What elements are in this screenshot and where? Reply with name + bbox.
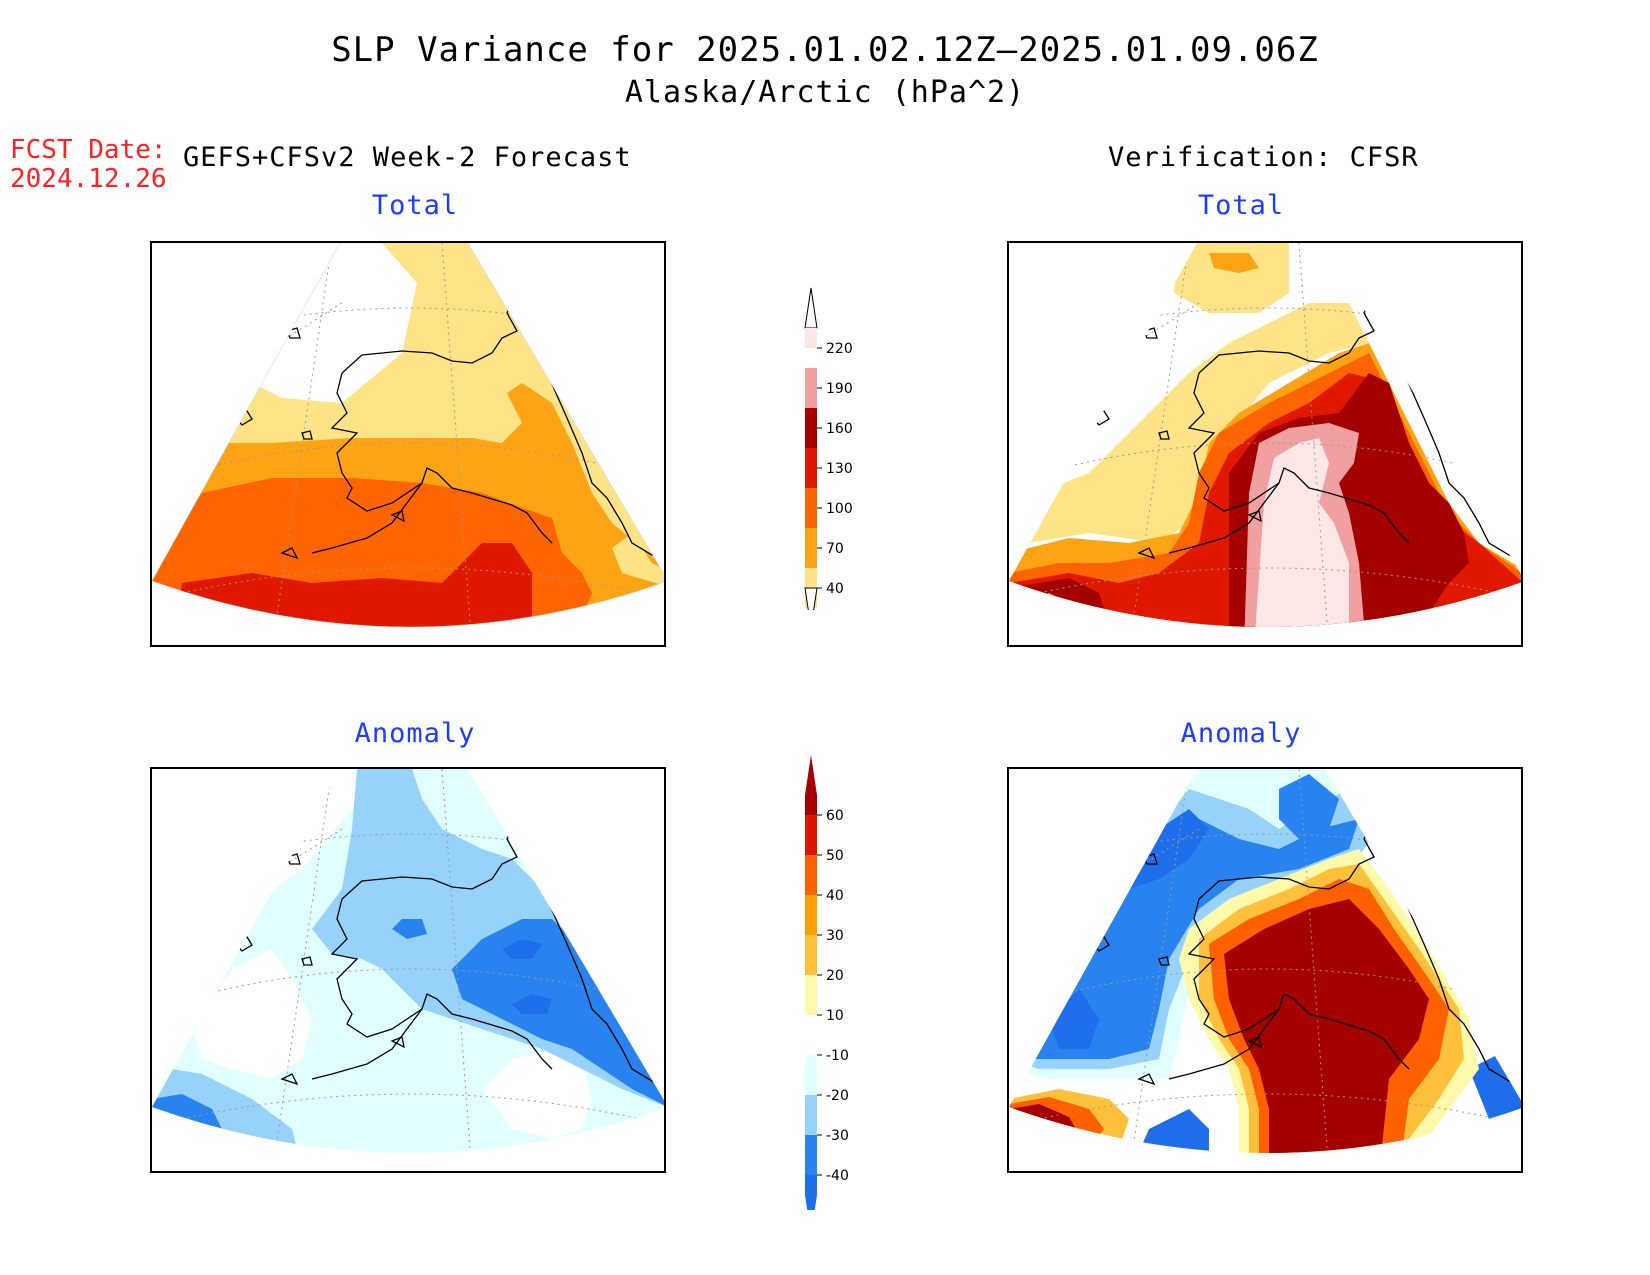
forecast-column-header: GEFS+CFSv2 Week-2 Forecast	[183, 142, 632, 173]
figure-title: SLP Variance for 2025.01.02.12Z–2025.01.…	[331, 30, 1319, 70]
anomaly-colorbar-swatch	[805, 1055, 817, 1095]
verification-anomaly-map	[1007, 767, 1523, 1173]
anomaly-colorbar-swatch	[805, 1135, 817, 1175]
forecast-total-map	[150, 241, 666, 647]
forecast-date-label: FCST Date:	[10, 135, 167, 165]
anomaly-colorbar-swatch	[805, 815, 817, 855]
verification-anomaly-title: Anomaly	[1180, 718, 1302, 749]
total-colorbar: 220 190 160 130 100 70 40	[804, 287, 853, 610]
anomaly-colorbar-label: -30	[826, 1128, 849, 1144]
total-colorbar-label: 220	[826, 341, 853, 357]
total-colorbar-label: 160	[826, 421, 853, 437]
total-colorbar-label: 40	[826, 581, 844, 597]
anomaly-colorbar-label: 60	[826, 808, 844, 824]
anomaly-colorbar-label: 30	[826, 928, 844, 944]
verification-column-header: Verification: CFSR	[1108, 142, 1419, 173]
anomaly-colorbar: 60 50 40 30 20 10 -10 -20 -30 -40	[805, 755, 849, 1210]
anomaly-colorbar-swatch	[805, 855, 817, 895]
anomaly-colorbar-label: 10	[826, 1008, 844, 1024]
anomaly-colorbar-label: -20	[826, 1088, 849, 1104]
anomaly-colorbar-label: -40	[826, 1168, 849, 1184]
anomaly-colorbar-swatch	[805, 935, 817, 975]
anomaly-colorbar-upper-extension	[805, 755, 817, 795]
total-colorbar-swatch	[805, 488, 817, 528]
verification-total-map	[1007, 241, 1523, 647]
anomaly-colorbar-swatch	[805, 895, 817, 935]
anomaly-colorbar-swatch	[805, 1175, 817, 1195]
anomaly-colorbar-label: 40	[826, 888, 844, 904]
total-colorbar-label: 100	[826, 501, 853, 517]
anomaly-colorbar-label: 50	[826, 848, 844, 864]
total-colorbar-upper-extension	[804, 287, 818, 329]
verification-total-title: Total	[1197, 190, 1285, 221]
total-colorbar-swatch	[805, 408, 817, 448]
total-colorbar-lower-extension	[804, 587, 818, 610]
figure-subtitle: Alaska/Arctic (hPa^2)	[624, 75, 1026, 110]
anomaly-colorbar-lower-extension	[805, 1195, 817, 1210]
total-colorbar-swatch	[805, 528, 817, 568]
total-colorbar-swatch	[805, 448, 817, 488]
anomaly-colorbar-swatch	[805, 1095, 817, 1135]
anomaly-colorbar-swatch	[805, 1015, 817, 1055]
forecast-anomaly-title: Anomaly	[354, 718, 476, 749]
forecast-date: FCST Date: 2024.12.26	[10, 136, 167, 194]
anomaly-colorbar-label: 20	[826, 968, 844, 984]
total-colorbar-swatch	[805, 368, 817, 408]
total-colorbar-label: 190	[826, 381, 853, 397]
forecast-date-value: 2024.12.26	[10, 164, 167, 194]
anomaly-colorbar-label: -10	[826, 1048, 849, 1064]
total-colorbar-label: 70	[826, 541, 844, 557]
forecast-anomaly-map	[150, 767, 666, 1173]
total-colorbar-label: 130	[826, 461, 853, 477]
anomaly-colorbar-swatch	[805, 975, 817, 1015]
forecast-total-title: Total	[371, 190, 459, 221]
total-colorbar-swatch	[805, 328, 817, 348]
anomaly-colorbar-swatch	[805, 795, 817, 815]
